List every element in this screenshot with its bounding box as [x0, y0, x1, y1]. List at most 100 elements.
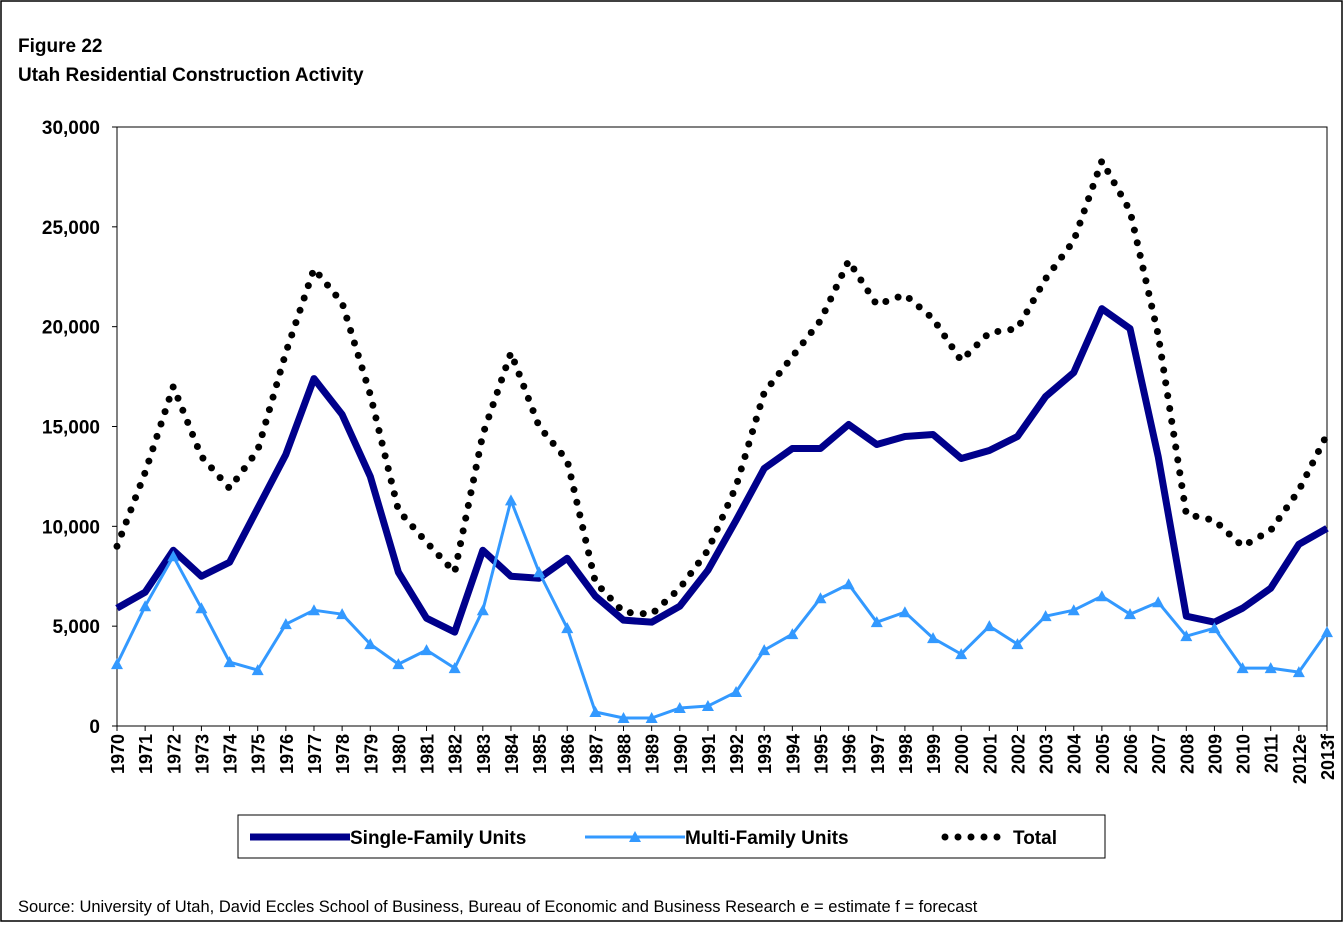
x-tick-label: 1988	[615, 734, 635, 774]
x-tick-label: 1984	[502, 734, 522, 774]
data-marker	[139, 600, 152, 612]
data-marker	[814, 592, 827, 604]
x-tick-label: 1994	[783, 734, 803, 774]
data-marker	[842, 578, 855, 590]
series-line	[115, 305, 1329, 636]
x-tick-label: 1980	[389, 734, 409, 774]
x-tick-label: 1972	[164, 734, 184, 774]
data-marker	[1180, 630, 1193, 642]
x-tick-label: 2009	[1205, 734, 1225, 774]
x-tick-label: 2007	[1149, 734, 1169, 774]
x-tick-label: 2000	[952, 734, 972, 774]
x-tick-label: 1990	[671, 734, 691, 774]
data-marker	[758, 644, 771, 656]
legend-label: Total	[1013, 828, 1057, 849]
x-tick-label: 1975	[249, 734, 269, 774]
x-tick-label: 2011	[1262, 734, 1282, 773]
data-marker	[1321, 626, 1333, 638]
source-note: Source: University of Utah, David Eccles…	[18, 898, 978, 916]
data-marker	[1236, 662, 1249, 674]
data-marker	[1264, 662, 1277, 674]
data-marker	[898, 606, 911, 618]
data-marker	[336, 608, 349, 620]
data-marker	[983, 620, 996, 632]
x-tick-label: 2005	[1093, 734, 1113, 774]
x-tick-label: 2001	[980, 734, 1000, 774]
x-tick-label: 1983	[474, 734, 494, 774]
x-tick-label: 1978	[333, 734, 353, 774]
data-marker	[448, 662, 461, 674]
y-tick-label: 30,000	[42, 118, 100, 139]
data-marker	[1067, 604, 1080, 616]
legend-marker	[629, 831, 641, 842]
data-marker	[364, 638, 377, 650]
x-tick-label: 1973	[192, 734, 212, 774]
x-tick-label: 2006	[1121, 734, 1141, 774]
x-tick-label: 1999	[924, 734, 944, 774]
data-marker	[1152, 596, 1165, 608]
y-tick-label: 25,000	[42, 218, 100, 239]
data-marker	[195, 602, 208, 614]
series-line	[115, 498, 1329, 720]
data-marker	[279, 618, 292, 630]
data-marker	[223, 656, 236, 668]
chart-subtitle: Utah Residential Construction Activity	[18, 65, 364, 86]
data-marker	[1208, 622, 1221, 634]
data-marker	[1095, 590, 1108, 602]
y-tick-label: 5,000	[52, 617, 100, 638]
data-marker	[167, 550, 180, 562]
x-tick-label: 2003	[1037, 734, 1057, 774]
data-marker	[561, 622, 574, 634]
x-tick-label: 1981	[418, 734, 438, 774]
data-marker	[1011, 638, 1024, 650]
data-marker	[730, 686, 743, 698]
x-tick-label: 1998	[896, 734, 916, 774]
chart-title: Figure 22	[18, 36, 102, 57]
x-tick-label: 1992	[727, 734, 747, 774]
x-tick-label: 1976	[277, 734, 297, 774]
x-tick-label: 1991	[699, 734, 719, 774]
x-tick-label: 1970	[108, 734, 128, 774]
data-marker	[307, 604, 320, 616]
data-marker	[1292, 666, 1305, 678]
x-tick-label: 1989	[643, 734, 663, 774]
data-marker	[673, 702, 686, 714]
data-marker	[251, 664, 264, 676]
x-tick-label: 1971	[136, 734, 156, 774]
data-marker	[392, 658, 405, 670]
data-marker	[589, 706, 602, 718]
data-marker	[111, 658, 123, 670]
data-marker	[533, 566, 546, 578]
x-tick-label: 2012e	[1290, 734, 1310, 784]
data-marker	[955, 648, 968, 660]
x-tick-label: 2002	[1008, 734, 1028, 774]
x-tick-label: 1982	[446, 734, 466, 774]
y-tick-label: 10,000	[42, 517, 100, 538]
data-marker	[504, 494, 517, 506]
x-tick-label: 1985	[530, 734, 550, 774]
legend-label: Multi-Family Units	[685, 828, 849, 849]
y-tick-label: 20,000	[42, 318, 100, 339]
x-tick-label: 2010	[1234, 734, 1254, 774]
data-marker	[927, 632, 940, 644]
x-tick-label: 1977	[305, 734, 325, 774]
x-tick-label: 1997	[868, 734, 888, 774]
data-marker	[786, 628, 799, 640]
x-tick-label: 1995	[811, 734, 831, 774]
x-tick-label: 1986	[558, 734, 578, 774]
data-marker	[1039, 610, 1052, 622]
y-tick-label: 15,000	[42, 418, 100, 439]
x-tick-label: 2013f	[1318, 733, 1338, 780]
x-tick-label: 1993	[755, 734, 775, 774]
x-tick-label: 2008	[1177, 734, 1197, 774]
x-tick-label: 1987	[586, 734, 606, 774]
data-marker	[870, 616, 883, 628]
data-marker	[645, 712, 658, 724]
data-marker	[476, 604, 489, 616]
y-tick-label: 0	[89, 717, 100, 738]
data-marker	[420, 644, 433, 656]
legend-label: Single-Family Units	[350, 828, 526, 849]
series-line	[113, 157, 1331, 618]
